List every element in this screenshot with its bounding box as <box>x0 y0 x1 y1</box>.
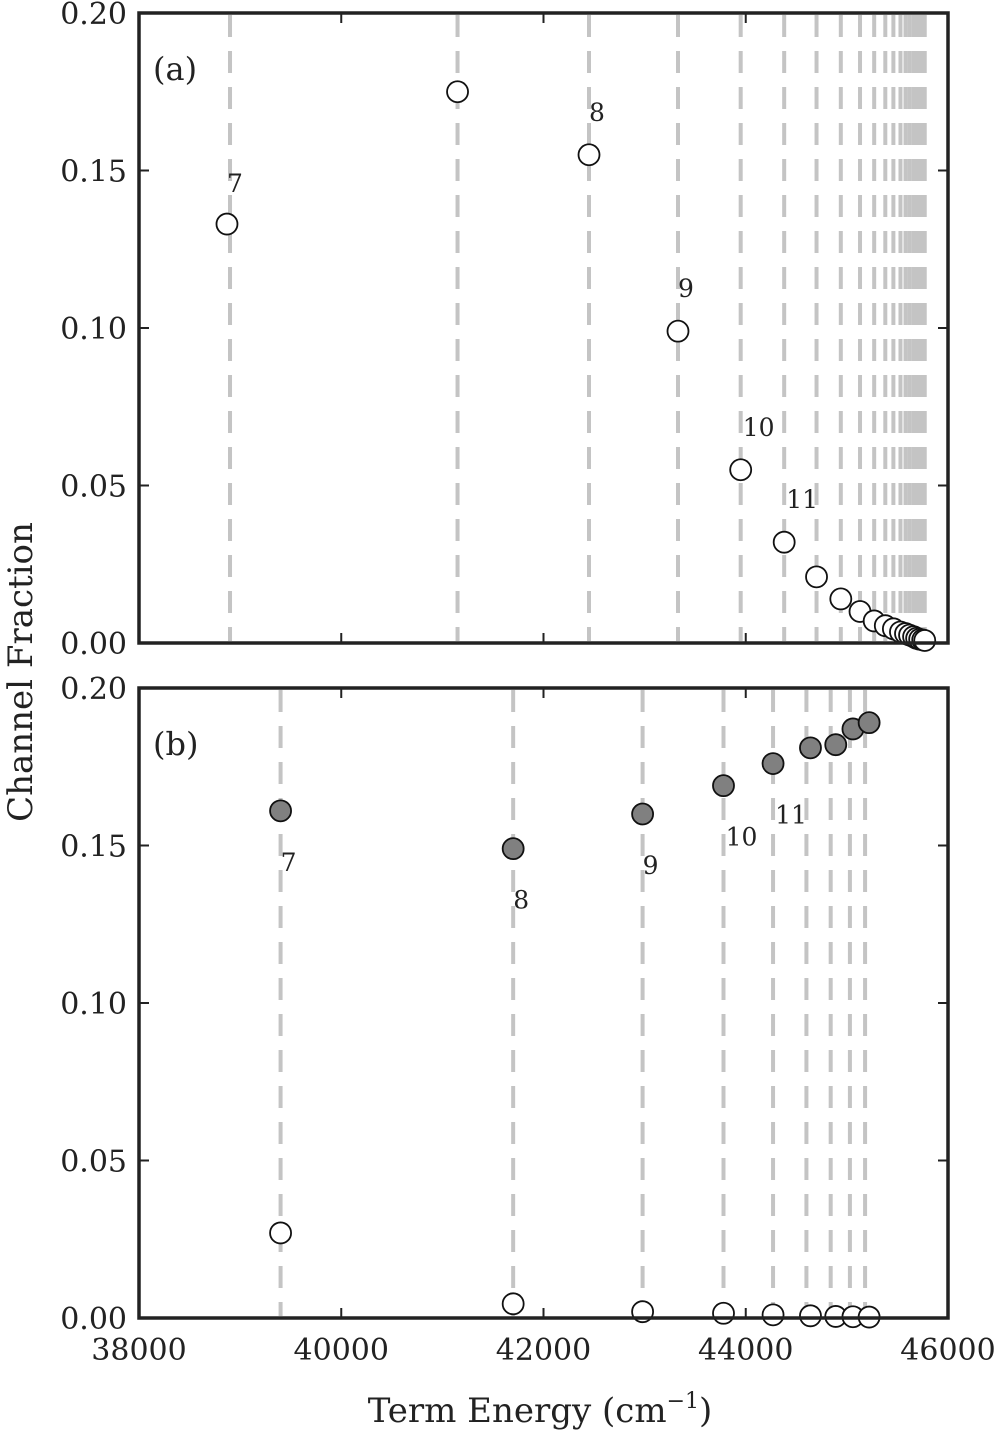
y-tick-label: 0.15 <box>60 155 127 190</box>
x-tick-label: 42000 <box>496 1333 591 1368</box>
x-tick-label: 44000 <box>698 1333 793 1368</box>
y-tick-label: 0.20 <box>60 672 127 707</box>
point-label: 8 <box>513 886 529 915</box>
point-label: 9 <box>643 851 659 880</box>
x-tick-label: 38000 <box>91 1333 186 1368</box>
data-point <box>446 80 469 104</box>
y-tick-label: 0.15 <box>60 830 127 865</box>
data-point <box>729 458 753 482</box>
panel-label: (a) <box>153 50 197 88</box>
y-axis-title: Channel Fraction <box>1 522 41 822</box>
point-label: 10 <box>743 413 775 442</box>
point-label: 10 <box>726 823 758 852</box>
point-label: 8 <box>589 98 605 127</box>
panel-b: 38000 40000 42000 44000 46000 0.00 0.05 0.10 0.1… <box>60 672 996 1368</box>
data-point <box>631 802 655 826</box>
data-point <box>913 629 937 652</box>
data-point <box>805 565 828 589</box>
point-label: 11 <box>786 485 818 514</box>
x-tick-label: 46000 <box>900 1333 995 1368</box>
point-label: 7 <box>227 169 243 198</box>
data-point <box>799 736 822 760</box>
data-point <box>824 733 848 757</box>
plot-frame <box>137 686 950 1320</box>
data-point <box>829 587 853 611</box>
data-point <box>857 711 881 735</box>
x-tick-label: 40000 <box>294 1333 389 1368</box>
point-label: 11 <box>775 801 807 830</box>
data-point <box>712 774 735 798</box>
data-point <box>215 212 239 236</box>
y-tick-label: 0.00 <box>60 627 127 662</box>
y-tick-label: 0.05 <box>60 1145 127 1180</box>
data-point <box>761 752 785 775</box>
y-tick-label: 0.10 <box>60 987 127 1022</box>
point-label: 9 <box>678 274 694 303</box>
x-axis-title: Term Energy (cm−1) <box>368 1389 713 1431</box>
data-point <box>269 799 292 823</box>
data-point <box>666 319 690 343</box>
y-tick-label: 0.00 <box>60 1302 127 1337</box>
data-point <box>712 1301 735 1325</box>
point-label: 7 <box>281 848 297 877</box>
data-point <box>799 1304 822 1328</box>
y-tick-label: 0.10 <box>60 312 127 347</box>
panel-a: 0.00 0.05 0.10 0.15 0.20 7 8 9 10 11 (a) <box>60 0 950 662</box>
data-point <box>501 837 525 861</box>
data-point <box>772 530 796 554</box>
data-point <box>501 1292 525 1316</box>
panel-label: (b) <box>153 725 198 763</box>
data-point <box>269 1221 292 1245</box>
y-tick-label: 0.05 <box>60 470 127 505</box>
data-point <box>577 143 601 167</box>
y-tick-label: 0.20 <box>60 0 127 32</box>
plot-frame <box>137 11 950 645</box>
data-point <box>761 1303 785 1327</box>
